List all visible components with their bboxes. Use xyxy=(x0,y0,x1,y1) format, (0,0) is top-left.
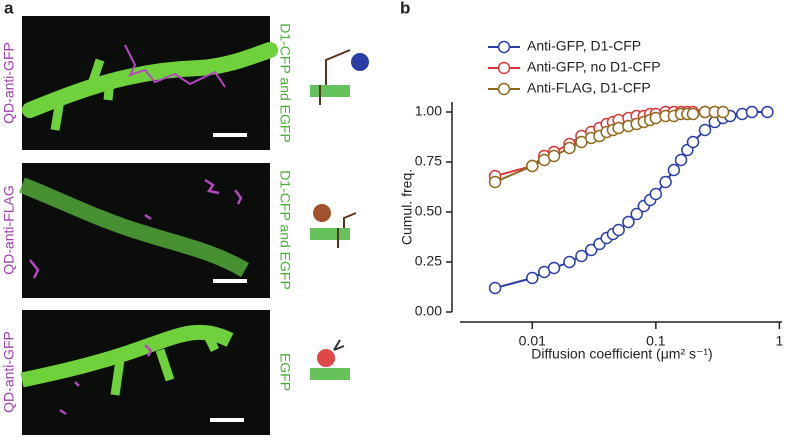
point xyxy=(526,159,539,173)
expression-label: D1-CFP and EGFP xyxy=(277,23,293,143)
panel-a-labels: QD-anti-GFP D1-CFP and EGFP QD-anti-FLAG D1… xyxy=(1,23,294,413)
dendrite xyxy=(22,42,278,118)
legend-label: Anti-GFP, D1-CFP xyxy=(527,38,641,54)
x-tick-label: 1 xyxy=(775,333,783,349)
point xyxy=(686,107,700,121)
x-axis-label: Diffusion coefficient (μm² s⁻¹) xyxy=(531,346,712,362)
legend-marker xyxy=(497,82,511,96)
panel-label: b xyxy=(400,0,410,17)
quantum-dot xyxy=(313,204,331,222)
point xyxy=(563,141,576,155)
micrographs xyxy=(19,16,278,435)
y-tick-label: 1.00 xyxy=(415,103,442,119)
legend-marker xyxy=(497,61,511,75)
expression-label: EGFP xyxy=(277,353,293,391)
scale-bar xyxy=(210,418,244,422)
point xyxy=(716,105,730,119)
micrograph xyxy=(22,16,270,150)
scale-bar xyxy=(213,133,247,137)
point xyxy=(686,135,700,149)
legend-label: Anti-FLAG, D1-CFP xyxy=(527,80,651,96)
y-tick-label: 0.50 xyxy=(415,203,442,219)
receptor xyxy=(319,49,351,105)
point xyxy=(674,153,688,167)
point xyxy=(761,105,774,119)
membrane xyxy=(310,228,350,240)
quantum-dot xyxy=(317,349,335,367)
point xyxy=(547,261,561,275)
point xyxy=(698,123,712,137)
legend-marker xyxy=(497,40,511,54)
antibody xyxy=(333,339,345,351)
trajectory xyxy=(29,178,243,279)
schematics xyxy=(310,49,369,380)
trajectory xyxy=(124,44,226,88)
quantum-dot xyxy=(351,53,369,71)
point xyxy=(575,249,588,263)
spine xyxy=(50,58,115,131)
point xyxy=(547,149,561,163)
receptor xyxy=(337,212,357,248)
point xyxy=(563,255,576,269)
point xyxy=(659,175,672,189)
series-line xyxy=(494,111,768,289)
membrane xyxy=(310,368,350,380)
point xyxy=(584,243,598,257)
y-tick-label: 0.75 xyxy=(415,153,442,169)
y-tick-label: 0.00 xyxy=(415,303,442,319)
trajectory xyxy=(59,344,153,416)
membrane xyxy=(310,85,350,97)
spine xyxy=(110,327,220,396)
y-axis-label: Cumul. freq. xyxy=(399,169,415,245)
chart: b Diffusion coefficient (μm² s⁻¹) Cumul.… xyxy=(399,0,784,362)
point xyxy=(649,187,663,201)
probe-label: QD-anti-GFP xyxy=(1,331,17,413)
point xyxy=(526,271,539,285)
probe-label: QD-anti-FLAG xyxy=(1,185,17,274)
x-tick-label: 0.01 xyxy=(519,333,546,349)
point xyxy=(488,175,502,189)
probe-label: QD-anti-GFP xyxy=(1,42,17,124)
x-tick-label: 0.1 xyxy=(646,333,666,349)
panel-label: a xyxy=(4,0,14,17)
expression-label: D1-CFP and EGFP xyxy=(277,170,293,290)
point xyxy=(630,207,643,221)
point xyxy=(488,281,502,295)
point xyxy=(745,105,759,119)
point xyxy=(667,163,681,177)
legend-label: Anti-GFP, no D1-CFP xyxy=(527,59,661,75)
dendrite xyxy=(19,177,249,277)
point xyxy=(622,215,635,229)
scale-bar xyxy=(213,279,247,283)
y-tick-label: 0.25 xyxy=(415,253,442,269)
point xyxy=(612,223,625,237)
